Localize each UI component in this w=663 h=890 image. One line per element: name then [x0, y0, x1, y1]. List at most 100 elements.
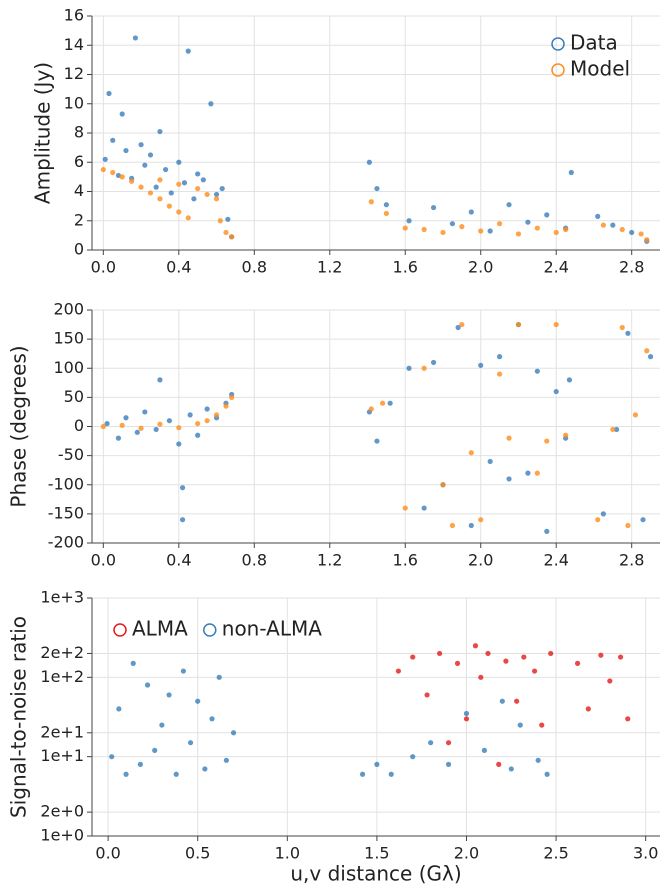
x-tick-label: 1.5	[364, 844, 389, 863]
data-point	[157, 377, 163, 383]
data-point	[595, 517, 601, 523]
data-point	[402, 225, 408, 231]
data-point	[119, 422, 125, 428]
data-point	[219, 185, 225, 192]
data-point	[176, 441, 182, 447]
data-point	[173, 771, 179, 777]
data-point	[534, 225, 540, 231]
x-tick-label: 1.6	[393, 551, 418, 570]
data-point	[395, 668, 401, 674]
data-point	[625, 522, 631, 529]
data-point	[383, 210, 389, 217]
x-tick-label: 2.0	[468, 258, 493, 277]
legend-marker	[551, 37, 565, 51]
data-point	[195, 432, 201, 438]
data-point	[159, 722, 165, 728]
y-tick-label: 1e+0	[40, 826, 84, 845]
data-point	[123, 147, 129, 154]
data-point	[152, 747, 158, 753]
data-point	[553, 321, 559, 328]
data-point	[619, 324, 625, 331]
data-point	[179, 517, 186, 523]
data-point	[478, 362, 484, 368]
data-point	[553, 388, 559, 395]
data-point	[223, 757, 229, 763]
x-tick-label: 2.8	[619, 551, 644, 570]
data-point	[213, 412, 220, 418]
data-point	[147, 190, 154, 196]
data-point	[497, 221, 503, 227]
legend-label: ALMA	[132, 617, 188, 641]
data-point	[625, 330, 631, 336]
y-tick-label: 10	[64, 93, 84, 112]
data-point	[223, 403, 229, 409]
data-point	[497, 371, 503, 377]
legend-label: Data	[570, 31, 618, 55]
data-point	[508, 766, 514, 772]
data-point	[100, 423, 106, 430]
data-point	[229, 234, 235, 240]
data-point	[472, 643, 479, 649]
data-point	[213, 191, 220, 198]
data-point	[185, 48, 191, 54]
x-tick-label: 0.5	[185, 844, 210, 863]
data-point	[157, 177, 163, 183]
data-point	[463, 716, 470, 722]
data-point	[132, 35, 139, 41]
data-point	[181, 180, 188, 186]
data-point	[424, 692, 430, 698]
legend-label: Model	[570, 57, 630, 81]
data-point	[506, 202, 512, 208]
data-point	[106, 90, 112, 97]
x-tick-label: 2.8	[619, 258, 644, 277]
data-point	[566, 377, 573, 383]
data-point	[116, 706, 122, 712]
y-tick-label: 2e+1	[40, 722, 84, 741]
data-point	[138, 184, 144, 190]
data-point	[525, 219, 531, 225]
data-point	[180, 668, 186, 674]
data-point	[368, 199, 374, 205]
data-point	[185, 215, 191, 221]
data-point	[191, 196, 197, 202]
data-point	[142, 162, 148, 168]
data-point	[166, 692, 172, 698]
x-tick-label: 0.4	[166, 551, 191, 570]
data-point	[176, 425, 182, 431]
data-point	[574, 660, 581, 666]
x-tick-label: 1.6	[393, 258, 418, 277]
data-point	[187, 740, 194, 746]
x-tick-label: 2.0	[454, 844, 479, 863]
data-point	[410, 654, 416, 660]
data-point	[437, 650, 443, 657]
data-point	[130, 660, 136, 666]
data-point	[147, 152, 154, 158]
data-point	[168, 190, 174, 196]
data-point	[478, 517, 484, 523]
y-tick-label: 0	[74, 416, 84, 435]
x-tick-label: 2.5	[543, 844, 568, 863]
data-point	[137, 761, 143, 767]
data-point	[406, 365, 412, 371]
data-point	[468, 209, 474, 215]
data-point	[515, 231, 522, 237]
x-tick-label: 0.0	[95, 844, 120, 863]
y-tick-label: 0	[74, 240, 84, 259]
data-point	[617, 654, 624, 660]
y-tick-label: -200	[48, 533, 84, 552]
data-point	[200, 177, 206, 183]
data-point	[208, 101, 214, 107]
y-tick-label: 6	[74, 152, 84, 171]
data-point	[445, 740, 452, 746]
data-point	[421, 365, 427, 371]
data-point	[553, 229, 559, 236]
data-point	[521, 654, 527, 660]
y-tick-label: 2e+2	[40, 643, 84, 662]
data-point	[481, 747, 488, 753]
data-point	[613, 426, 620, 433]
data-point	[110, 137, 116, 143]
data-point	[449, 221, 456, 227]
data-point	[585, 706, 591, 712]
legend-label: non-ALMA	[222, 617, 322, 641]
data-point	[534, 470, 540, 476]
